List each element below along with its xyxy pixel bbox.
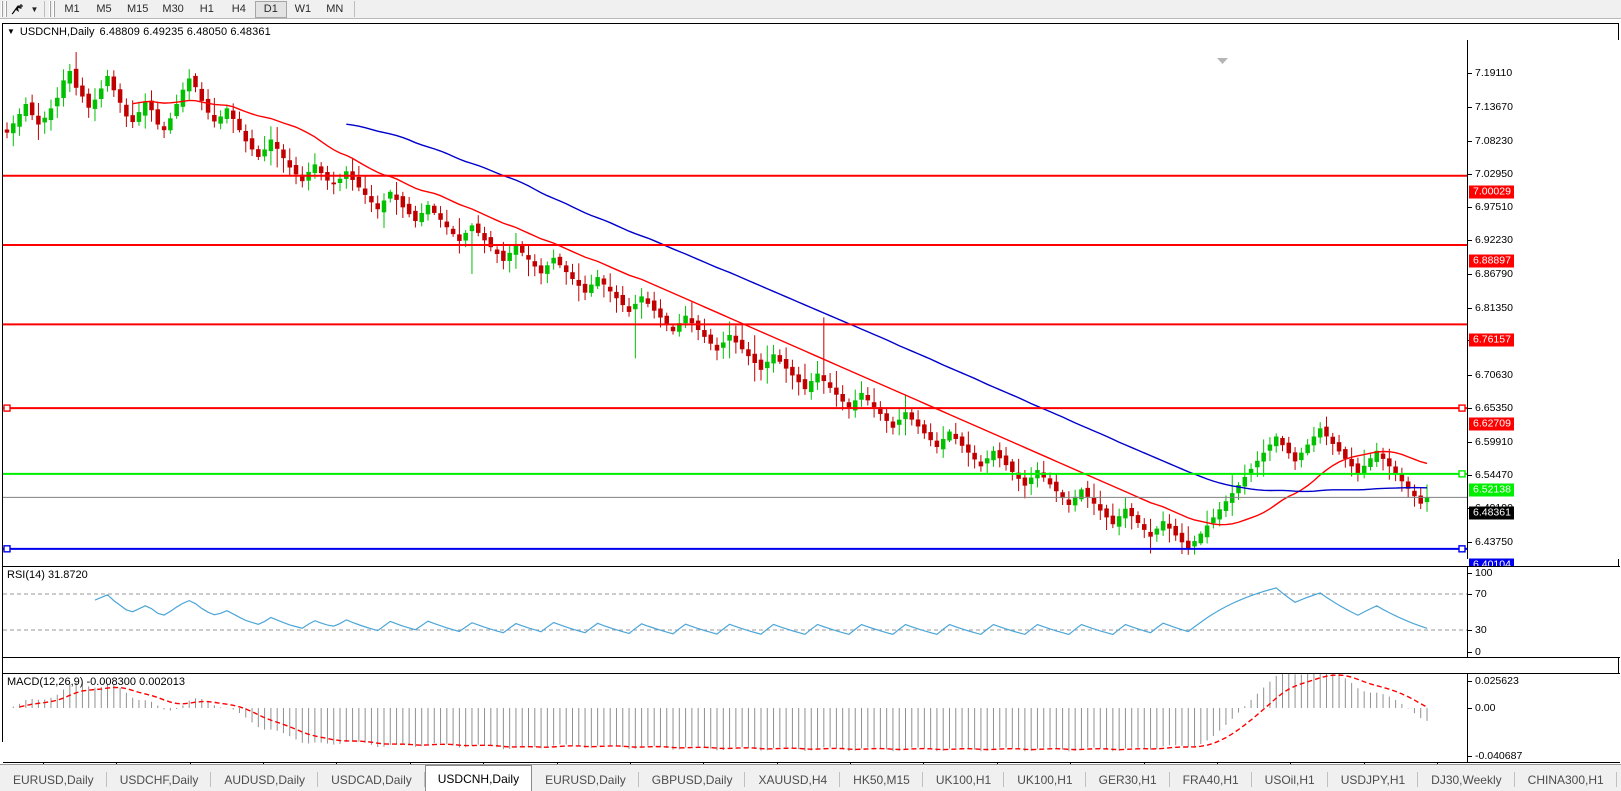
- macd-axis: 0.025623 0.00 -0.040687: [1467, 674, 1620, 762]
- price-tick: 6.92230: [1468, 234, 1513, 246]
- chart-tab-ger30-h1[interactable]: GER30,H1: [1085, 768, 1170, 791]
- price-tick: 6.59910: [1468, 436, 1513, 448]
- price-level-tag[interactable]: 6.52138: [1469, 483, 1514, 497]
- price-tick: 7.02950: [1468, 168, 1513, 180]
- rsi-label: RSI(14) 31.8720: [7, 569, 88, 581]
- price-tick: 6.43750: [1468, 536, 1513, 548]
- timeframe-h4[interactable]: H4: [231, 3, 246, 15]
- macd-tick: 0.00: [1468, 702, 1495, 714]
- chart-frame: ▼ USDCNH,Daily 6.48809 6.49235 6.48050 6…: [2, 23, 1620, 778]
- chart-tab-usoil-h1[interactable]: USOil,H1: [1251, 768, 1328, 791]
- price-tick: 7.19110: [1468, 67, 1512, 79]
- price-tick: 6.70630: [1468, 369, 1513, 381]
- chart-shift-handle-icon[interactable]: [1217, 58, 1228, 64]
- rsi-chart-svg: [3, 587, 1467, 636]
- price-chart-svg: [3, 52, 1467, 555]
- timeframe-m5[interactable]: M5: [96, 3, 112, 15]
- chart-tab-bar: EURUSD,Daily USDCHF,Daily AUDUSD,Daily USDC…: [0, 764, 1621, 791]
- chart-tab-audusd-daily[interactable]: AUDUSD,Daily: [211, 768, 319, 791]
- price-tick: 7.13670: [1468, 101, 1513, 113]
- rsi-tick: 0: [1468, 646, 1481, 658]
- macd-chart-svg: [12, 674, 1428, 752]
- macd-tick: 0.025623: [1468, 675, 1519, 687]
- rsi-axis: 100 70 30 0: [1467, 567, 1620, 658]
- price-level-tag[interactable]: 6.76157: [1469, 333, 1514, 347]
- price-level-tag[interactable]: 6.48361: [1469, 506, 1514, 520]
- chart-tab-dj30-weekly[interactable]: DJ30,Weekly: [1418, 768, 1516, 791]
- toolbar-separator: [44, 1, 45, 17]
- chart-tab-usdcnh-daily[interactable]: USDCNH,Daily: [424, 765, 533, 791]
- timeframe-m1[interactable]: M1: [64, 3, 80, 15]
- chart-tab-fra40-h1[interactable]: FRA40,H1: [1169, 768, 1252, 791]
- rsi-tick: 70: [1468, 588, 1487, 600]
- chart-tab-usdcad-daily[interactable]: USDCAD,Daily: [318, 768, 425, 791]
- chart-tab-usdchf-daily[interactable]: USDCHF,Daily: [106, 768, 212, 791]
- chart-menu-caret-icon[interactable]: ▼: [7, 26, 15, 36]
- macd-pane: MACD(12,26,9) -0.008300 0.002013 0.02562…: [3, 673, 1620, 762]
- price-axis[interactable]: 7.19110 7.13670 7.08230 7.02950 6.97510 6.922…: [1467, 40, 1620, 581]
- price-tick: 6.65350: [1468, 402, 1513, 414]
- price-tick: 6.54470: [1468, 469, 1513, 481]
- crosshair-cursor-icon[interactable]: [8, 1, 28, 18]
- chart-tab-xauusd-h4[interactable]: XAUUSD,H4: [745, 768, 841, 791]
- timeframe-w1[interactable]: W1: [294, 3, 312, 15]
- timeframe-m30[interactable]: M30: [162, 3, 184, 15]
- timeframe-grip[interactable]: [49, 1, 56, 17]
- cursor-dropdown-caret-icon[interactable]: ▼: [30, 4, 39, 14]
- timeframe-group: M1 M5 M15 M30 H1 H4 D1 W1 MN: [56, 0, 351, 19]
- price-tick: 6.86790: [1468, 268, 1513, 280]
- price-level-tag[interactable]: 6.88897: [1469, 254, 1514, 268]
- chart-tab-uk100-h1[interactable]: UK100,H1: [922, 768, 1005, 791]
- timeframe-mn[interactable]: MN: [326, 3, 344, 15]
- price-tick: 6.81350: [1468, 302, 1513, 314]
- timeframe-d1[interactable]: D1: [254, 0, 287, 18]
- macd-tick: -0.040687: [1468, 750, 1522, 762]
- chart-tab-eurusd-daily[interactable]: EURUSD,Daily: [0, 768, 107, 791]
- price-plot-area[interactable]: [3, 40, 1467, 559]
- price-pane: 7.19110 7.13670 7.08230 7.02950 6.97510 6.922…: [3, 40, 1620, 581]
- chart-tab-eurusd-daily[interactable]: EURUSD,Daily: [532, 768, 639, 791]
- rsi-pane: RSI(14) 31.8720 100 70 30 0: [3, 566, 1620, 658]
- chart-ohlc-values: 6.48809 6.49235 6.48050 6.48361: [99, 25, 271, 38]
- chart-tab-u[interactable]: U: [1616, 768, 1621, 791]
- price-level-tag[interactable]: 7.00029: [1469, 185, 1514, 199]
- timeframe-m15[interactable]: M15: [127, 3, 149, 15]
- chart-title-bar: ▼ USDCNH,Daily 6.48809 6.49235 6.48050 6…: [3, 24, 1618, 39]
- rsi-tick: 30: [1468, 624, 1487, 636]
- chart-tab-uk100-h1[interactable]: UK100,H1: [1004, 768, 1086, 791]
- chart-tab-gbpusd-daily[interactable]: GBPUSD,Daily: [638, 768, 746, 791]
- chart-tab-hk50-m15[interactable]: HK50,M15: [840, 768, 923, 791]
- rsi-tick: 100: [1468, 567, 1493, 579]
- timeframe-h1[interactable]: H1: [199, 3, 214, 15]
- price-tick: 6.97510: [1468, 201, 1513, 213]
- toolbar-grip[interactable]: [1, 1, 8, 17]
- macd-plot-area[interactable]: [3, 674, 1467, 762]
- chart-symbol-label: USDCNH,Daily: [19, 25, 95, 38]
- price-level-tag[interactable]: 6.62709: [1469, 417, 1514, 431]
- rsi-plot-area[interactable]: [3, 567, 1467, 657]
- toolbar-separator-2: [353, 1, 355, 17]
- chart-tab-china300-h1[interactable]: CHINA300,H1: [1514, 768, 1617, 791]
- price-tick: 7.08230: [1468, 135, 1513, 147]
- toolbar: ▼ M1 M5 M15 M30 H1 H4 D1 W1 MN: [0, 0, 1621, 19]
- chart-tab-usdjpy-h1[interactable]: USDJPY,H1: [1327, 768, 1419, 791]
- macd-label: MACD(12,26,9) -0.008300 0.002013: [7, 676, 185, 688]
